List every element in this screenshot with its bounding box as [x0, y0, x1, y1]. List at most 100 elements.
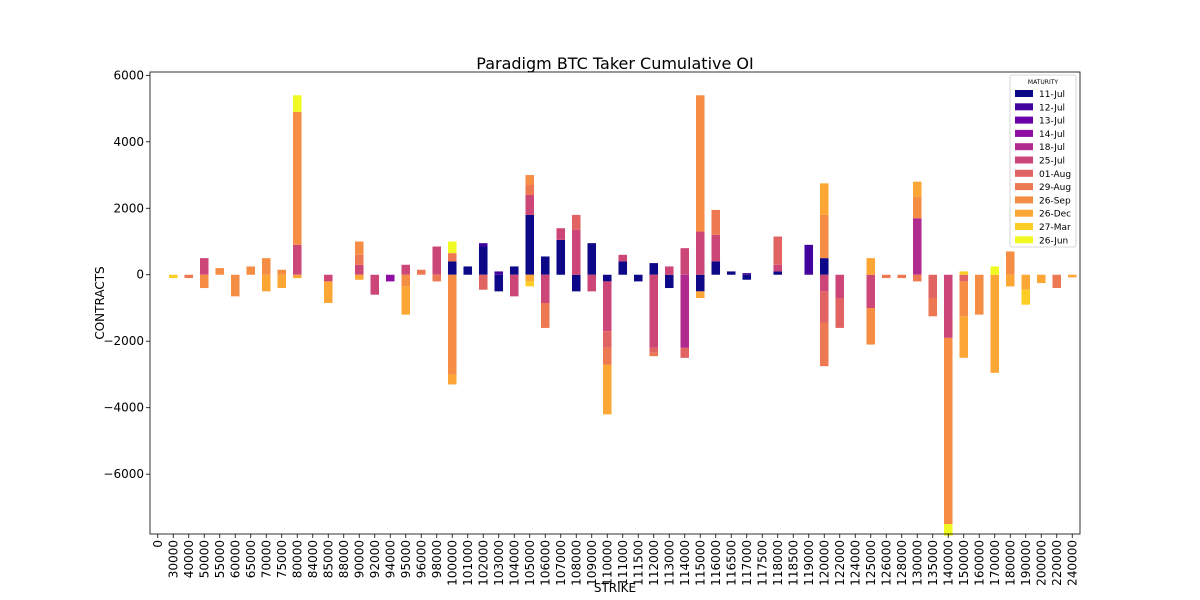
x-tick-label: 110000: [600, 540, 614, 586]
bar-140000-s8: [943, 337, 953, 525]
bar-100000-s11: [447, 241, 457, 254]
bar-117000-s1: [742, 273, 752, 275]
x-tick-label: 94000: [383, 540, 397, 578]
bar-105000-s8: [525, 175, 535, 186]
bar-114000-s5: [680, 248, 690, 275]
legend-swatch: [1015, 236, 1033, 244]
x-tick-label: 80000: [290, 540, 304, 578]
bar-112000-s6: [649, 347, 659, 353]
bar-122000-s6: [835, 298, 845, 328]
bar-111000-s0: [618, 261, 628, 275]
legend-swatch: [1015, 223, 1033, 230]
bar-160000-s8: [974, 274, 984, 315]
x-tick-label: 60000: [228, 540, 242, 578]
x-tick-label: 125000: [864, 540, 878, 586]
x-tick-label: 109000: [585, 540, 599, 586]
x-tick-label: 40000: [182, 540, 196, 578]
bar-55000-s8: [215, 268, 225, 275]
bar-128000-s7: [897, 274, 907, 279]
bar-106000-s5: [540, 274, 550, 303]
bar-108000-s6: [571, 214, 581, 230]
legend-swatch: [1015, 209, 1033, 217]
bar-140000-s5: [943, 274, 953, 338]
bar-117000-s0: [742, 274, 752, 280]
bar-65000-s8: [246, 266, 256, 275]
x-tick-label: 70000: [259, 540, 273, 578]
bar-50000-s8: [199, 274, 209, 289]
legend-label: 18-Jul: [1039, 143, 1065, 153]
bar-119000-s1: [804, 244, 814, 275]
bar-100000-s9: [447, 374, 457, 385]
bar-116500-s0: [726, 271, 736, 275]
y-tick-label: −4000: [103, 401, 144, 415]
bar-98000-s7: [432, 274, 442, 282]
x-tick-label: 88000: [337, 540, 351, 578]
legend-label: 26-Dec: [1039, 210, 1071, 220]
legend-label: 14-Jul: [1039, 130, 1065, 140]
bar-101000-s0: [463, 266, 473, 275]
bar-130000-s9: [912, 181, 922, 197]
x-tick-label: 200000: [1034, 540, 1048, 586]
legend-label: 13-Jul: [1039, 117, 1065, 127]
x-tick-label: 96000: [414, 540, 428, 578]
bar-112000-s0: [649, 263, 659, 275]
x-tick-label: 126000: [879, 540, 893, 586]
x-tick-label: 92000: [368, 540, 382, 578]
y-axis-label: CONTRACTS: [93, 266, 107, 339]
legend-label: 11-Jul: [1039, 90, 1065, 100]
bar-106000-s7: [540, 303, 550, 328]
x-tick-label: 114000: [678, 540, 692, 586]
legend-label: 26-Jun: [1039, 236, 1068, 246]
bar-110000-s5: [602, 281, 612, 332]
bar-113000-s5: [664, 266, 674, 275]
bar-114000-s6: [680, 347, 690, 358]
bar-90000-s9: [354, 274, 364, 280]
bar-105000-s9: [525, 274, 535, 282]
bar-112000-s5: [649, 274, 659, 348]
x-axis-label: STRIKE: [594, 581, 636, 595]
bar-115000-s5: [695, 231, 705, 275]
bar-90000-s8: [354, 241, 364, 255]
bar-85000-s9: [323, 281, 333, 303]
bar-70000-s8: [261, 258, 271, 275]
x-tick-label: 135000: [926, 540, 940, 586]
x-tick-label: 100000: [445, 540, 459, 586]
bar-105000-s5: [525, 194, 535, 215]
bar-102000-s6: [478, 274, 488, 290]
bar-115000-s0: [695, 274, 705, 292]
x-tick-label: 75000: [275, 540, 289, 578]
bar-130000-s7: [912, 274, 922, 282]
bar-109000-s5: [587, 274, 597, 292]
x-tick-label: 150000: [957, 540, 971, 586]
bar-104000-s0: [509, 266, 519, 275]
x-tick-label: 111000: [616, 540, 630, 586]
legend-swatch: [1015, 90, 1033, 97]
bar-120000-s9: [819, 183, 829, 215]
x-tick-label: 118000: [771, 540, 785, 586]
x-tick-label: 55000: [213, 540, 227, 578]
bar-120000-s8: [819, 214, 829, 259]
x-tick-label: 107000: [554, 540, 568, 586]
x-tick-label: 116500: [724, 540, 738, 586]
x-tick-label: 90000: [352, 540, 366, 578]
legend-swatch: [1015, 183, 1033, 191]
x-tick-label: 104000: [507, 540, 521, 586]
bar-150000-s10: [959, 271, 969, 275]
bar-115000-s8: [695, 95, 705, 232]
plot-frame: [149, 71, 1081, 535]
bar-125000-s8: [866, 307, 876, 345]
x-tick-label: 115000: [693, 540, 707, 586]
y-tick-label: −2000: [103, 334, 144, 348]
bar-105000-s7: [525, 185, 535, 195]
bar-95000-s8: [401, 274, 411, 287]
bar-95000-s5: [401, 264, 411, 275]
y-tick-label: −6000: [103, 467, 144, 481]
bar-120000-s0: [819, 258, 829, 275]
bar-107000-s5: [556, 228, 566, 240]
bar-108000-s5: [571, 229, 581, 275]
bar-30000-s10: [168, 274, 178, 279]
x-tick-label: 117500: [755, 540, 769, 586]
x-tick-label: 124000: [848, 540, 862, 586]
bar-120000-s5: [819, 274, 829, 292]
